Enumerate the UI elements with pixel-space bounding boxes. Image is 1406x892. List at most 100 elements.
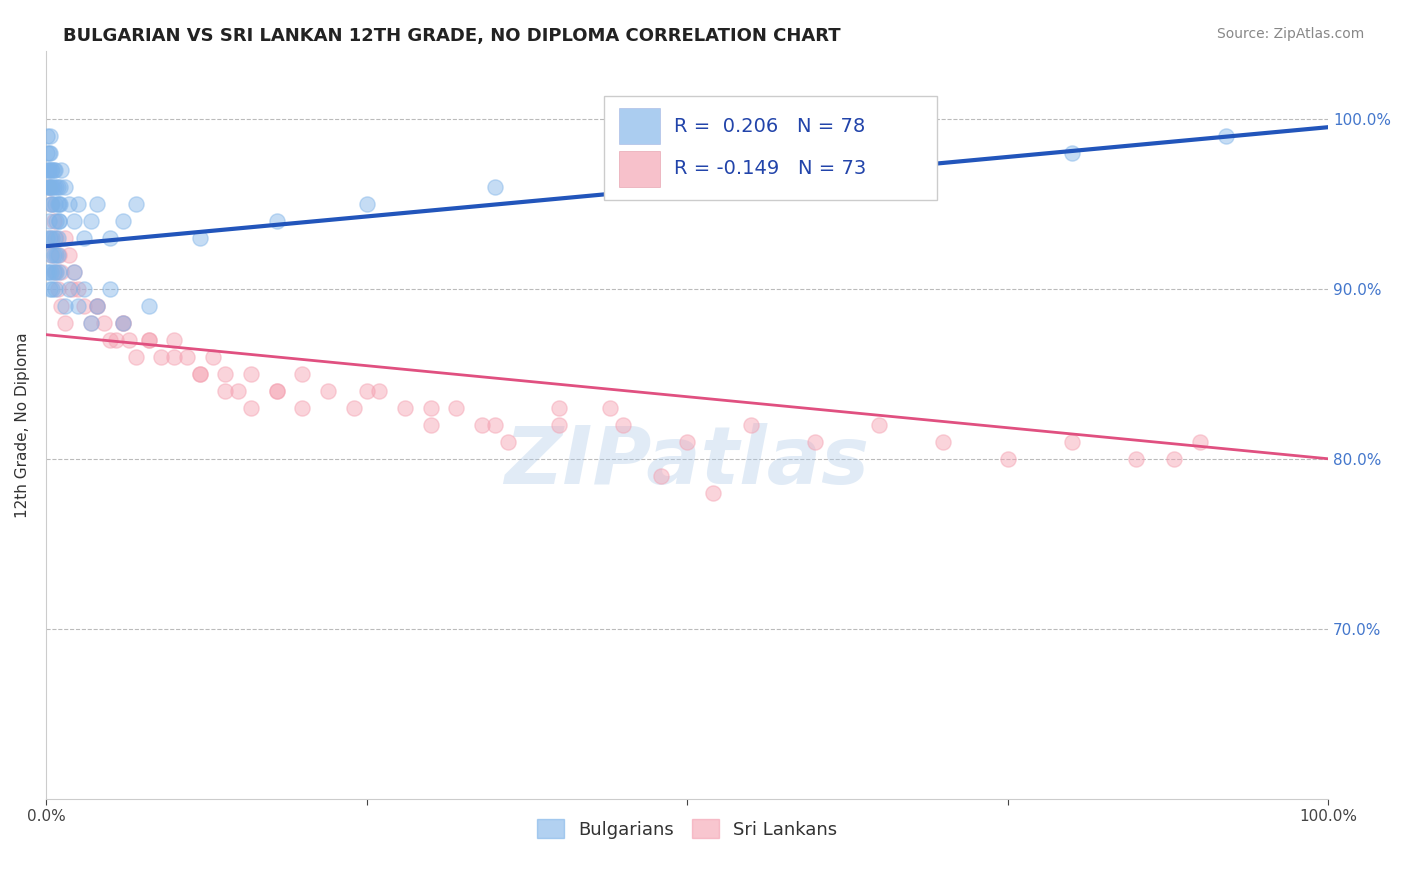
Point	[66, 299, 89, 313]
Point	[44, 282, 66, 296]
Point	[46, 231, 69, 245]
Point	[702, 485, 724, 500]
Point	[997, 451, 1019, 466]
Point	[73, 231, 96, 245]
Point	[38, 162, 60, 177]
Point	[45, 248, 67, 262]
Point	[38, 231, 60, 245]
Point	[266, 213, 288, 227]
Point	[42, 265, 65, 279]
Point	[150, 350, 173, 364]
Point	[46, 179, 69, 194]
Point	[496, 434, 519, 449]
Point	[650, 468, 672, 483]
Point	[46, 196, 69, 211]
Point	[291, 401, 314, 415]
Text: ZIPatlas: ZIPatlas	[505, 423, 869, 501]
Point	[38, 145, 60, 160]
Point	[46, 248, 69, 262]
Text: Source: ZipAtlas.com: Source: ZipAtlas.com	[1216, 27, 1364, 41]
Point	[41, 179, 63, 194]
Point	[73, 282, 96, 296]
Point	[45, 213, 67, 227]
Point	[58, 196, 80, 211]
Point	[37, 145, 59, 160]
Point	[66, 196, 89, 211]
Point	[226, 384, 249, 398]
Point	[53, 179, 76, 194]
Point	[38, 265, 60, 279]
Point	[125, 350, 148, 364]
Point	[868, 417, 890, 432]
Point	[125, 196, 148, 211]
Point	[42, 248, 65, 262]
Point	[41, 162, 63, 177]
Point	[49, 196, 72, 211]
Point	[38, 213, 60, 227]
Point	[356, 196, 378, 211]
Point	[38, 162, 60, 177]
Point	[1188, 434, 1211, 449]
Point	[176, 350, 198, 364]
Point	[394, 401, 416, 415]
Point	[111, 213, 134, 227]
Text: BULGARIAN VS SRI LANKAN 12TH GRADE, NO DIPLOMA CORRELATION CHART: BULGARIAN VS SRI LANKAN 12TH GRADE, NO D…	[63, 27, 841, 45]
Point	[53, 316, 76, 330]
Point	[98, 231, 121, 245]
Point	[343, 401, 366, 415]
Point	[46, 282, 69, 296]
Point	[105, 333, 128, 347]
Point	[1060, 145, 1083, 160]
Point	[44, 265, 66, 279]
Point	[1215, 128, 1237, 143]
Point	[38, 128, 60, 143]
Point	[188, 231, 211, 245]
Point	[446, 401, 468, 415]
Point	[1060, 434, 1083, 449]
Point	[48, 213, 70, 227]
Point	[214, 384, 236, 398]
Point	[48, 196, 70, 211]
Point	[39, 162, 62, 177]
Point	[111, 316, 134, 330]
Legend: Bulgarians, Sri Lankans: Bulgarians, Sri Lankans	[529, 812, 845, 846]
Point	[41, 248, 63, 262]
Point	[868, 162, 890, 177]
Point	[163, 350, 186, 364]
Point	[44, 196, 66, 211]
Point	[38, 231, 60, 245]
Point	[37, 179, 59, 194]
Point	[42, 179, 65, 194]
Point	[48, 265, 70, 279]
Point	[45, 231, 67, 245]
Point	[98, 282, 121, 296]
Point	[266, 384, 288, 398]
Point	[111, 316, 134, 330]
Point	[38, 282, 60, 296]
Point	[58, 282, 80, 296]
Point	[38, 145, 60, 160]
Point	[484, 179, 506, 194]
FancyBboxPatch shape	[603, 95, 936, 201]
Point	[58, 248, 80, 262]
Point	[37, 128, 59, 143]
Point	[48, 248, 70, 262]
Point	[66, 282, 89, 296]
Point	[932, 434, 955, 449]
Point	[419, 417, 441, 432]
Point	[49, 179, 72, 194]
Point	[39, 179, 62, 194]
FancyBboxPatch shape	[619, 151, 661, 186]
Point	[484, 417, 506, 432]
Point	[41, 282, 63, 296]
Point	[53, 299, 76, 313]
Point	[188, 367, 211, 381]
Point	[138, 333, 160, 347]
FancyBboxPatch shape	[619, 108, 661, 145]
Point	[266, 384, 288, 398]
Point	[48, 213, 70, 227]
Point	[118, 333, 141, 347]
Point	[39, 196, 62, 211]
Point	[86, 299, 108, 313]
Point	[80, 213, 103, 227]
